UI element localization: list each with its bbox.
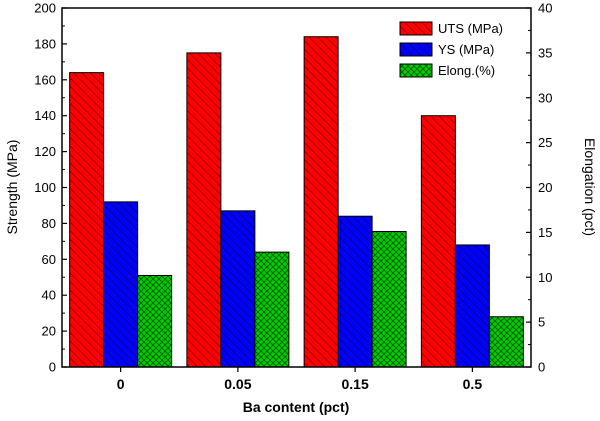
y-right-tick-label: 15 (538, 225, 552, 240)
y-right-tick-label: 5 (538, 315, 545, 330)
legend-label: YS (MPa) (438, 42, 494, 57)
bar-ys-mpa-2 (337, 215, 373, 368)
y-right-tick-label: 20 (538, 180, 552, 195)
x-tick-label: 0.15 (342, 376, 369, 392)
y-left-tick-label: 20 (42, 324, 56, 339)
bar-elong-3 (488, 316, 524, 368)
y-axis-title-left: Strength (MPa) (4, 140, 20, 235)
legend-swatch (399, 42, 433, 57)
y-left-tick-label: 180 (34, 36, 56, 51)
y-right-tick-label: 35 (538, 45, 552, 60)
legend-label: UTS (MPa) (438, 21, 503, 36)
legend-label: Elong.(%) (438, 63, 495, 78)
bar-elong-1 (254, 251, 290, 368)
y-left-tick-label: 140 (34, 108, 56, 123)
x-tick-label: 0.05 (224, 376, 251, 392)
y-right-tick-label: 40 (538, 1, 552, 16)
bars-group (69, 36, 524, 368)
bar-ys-mpa-1 (220, 210, 256, 368)
x-tick-label: 0 (117, 376, 125, 392)
legend-swatch (399, 21, 433, 36)
bar-elong-0 (137, 274, 173, 368)
y-left-tick-label: 200 (34, 1, 56, 16)
x-tick-label: 0.5 (463, 376, 483, 392)
y-right-tick-label: 30 (538, 90, 552, 105)
x-axis: 0 0.05 0.15 0.5 (117, 367, 483, 392)
y-left-tick-label: 0 (49, 360, 56, 375)
y-left-tick-label: 120 (34, 144, 56, 159)
bar-ys-mpa-0 (103, 201, 139, 368)
y-left-tick-label: 100 (34, 180, 56, 195)
y-left-tick-label: 60 (42, 252, 56, 267)
bar-uts-mpa-3 (420, 115, 456, 368)
bar-elong-2 (371, 230, 407, 368)
legend: UTS (MPa) YS (MPa) Elong.(%) (399, 21, 503, 78)
x-axis-title: Ba content (pct) (243, 399, 350, 415)
y-axis-left: 0 20 40 60 80 100 120 140 160 180 200 (34, 1, 67, 375)
y-axis-right: 0 5 10 15 20 25 30 35 40 (526, 1, 552, 375)
bar-uts-mpa-0 (69, 72, 105, 368)
y-right-tick-label: 25 (538, 135, 552, 150)
y-right-tick-label: 0 (538, 360, 545, 375)
bar-uts-mpa-1 (186, 52, 222, 368)
bar-ys-mpa-3 (454, 244, 490, 368)
y-left-tick-label: 40 (42, 288, 56, 303)
y-axis-title-right: Elongation (pct) (582, 138, 598, 236)
y-left-tick-label: 80 (42, 216, 56, 231)
bar-uts-mpa-2 (303, 36, 339, 368)
y-left-tick-label: 160 (34, 72, 56, 87)
y-right-tick-label: 10 (538, 270, 552, 285)
legend-swatch (399, 63, 433, 78)
